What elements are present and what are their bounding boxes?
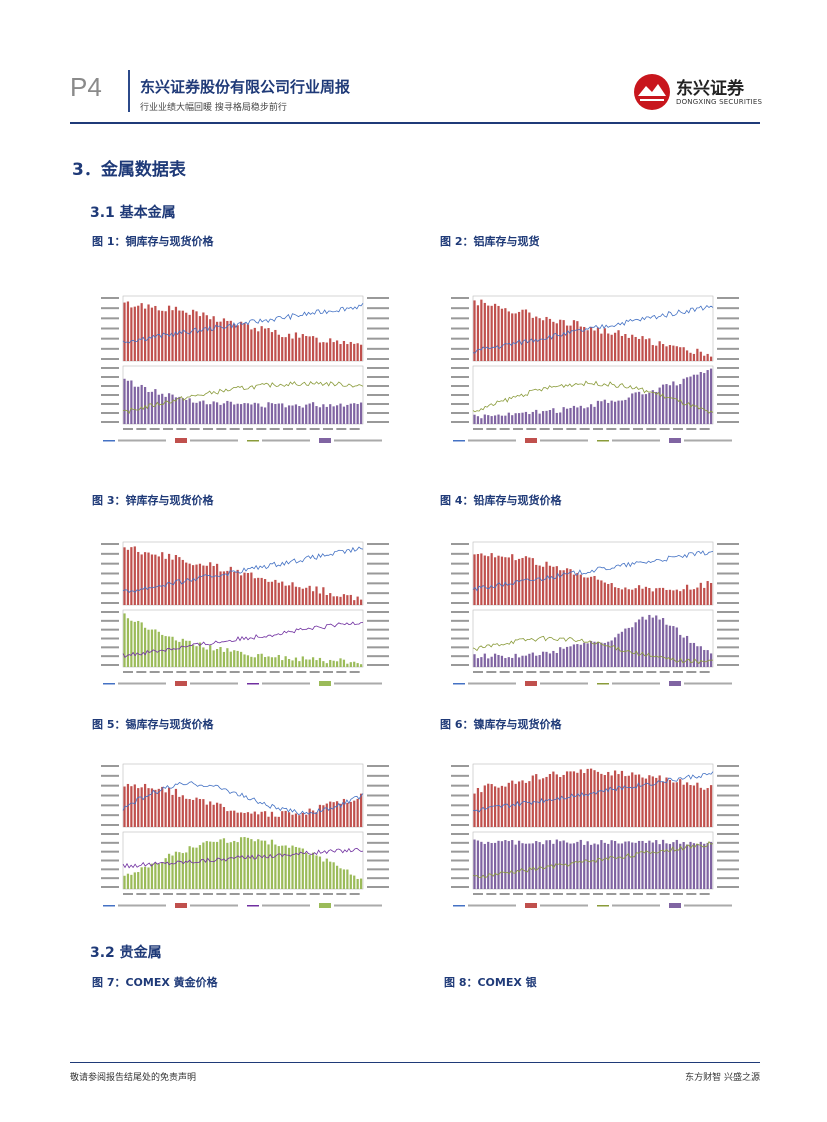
figure-4-chart-image xyxy=(445,536,745,700)
figure-caption-2: 图 2：铝库存与现货 xyxy=(440,235,540,248)
figure-caption-7: 图 7：COMEX 黄金价格 xyxy=(92,976,218,989)
figure-1-chart-image xyxy=(95,290,395,458)
figure-6-chart-image xyxy=(445,758,745,922)
figure-caption-3: 图 3：锌库存与现货价格 xyxy=(92,494,214,507)
report-subtitle: 行业业绩大幅回暖 搜寻格局稳步前行 xyxy=(140,103,287,113)
section-title: 3．金属数据表 xyxy=(72,160,186,180)
logo-emblem-icon xyxy=(634,74,670,110)
logo-text-cn: 东兴证券 xyxy=(676,79,744,99)
subsection-title-base-metals: 3.1 基本金属 xyxy=(90,205,176,221)
page-number: P4 xyxy=(70,72,102,102)
subsection-title-precious-metals: 3.2 贵金属 xyxy=(90,945,162,961)
logo-text-en: DONGXING SECURITIES xyxy=(676,98,763,106)
company-title: 东兴证券股份有限公司行业周报 xyxy=(140,78,351,96)
figure-caption-1: 图 1：铜库存与现货价格 xyxy=(92,235,214,248)
header-divider xyxy=(128,70,130,112)
figure-5-chart-image xyxy=(95,758,395,922)
footer-rule xyxy=(70,1062,760,1063)
figure-caption-6: 图 6：镍库存与现货价格 xyxy=(440,718,562,731)
figure-2-chart-image xyxy=(445,290,745,458)
figure-3-chart-image xyxy=(95,536,395,700)
header-rule xyxy=(70,122,760,124)
company-logo: 东兴证券 DONGXING SECURITIES xyxy=(632,72,763,116)
footer-slogan: 东方财智 兴盛之源 xyxy=(685,1073,760,1083)
figure-caption-5: 图 5：锡库存与现货价格 xyxy=(92,718,214,731)
footer-disclaimer: 敬请参阅报告结尾处的免责声明 xyxy=(70,1073,197,1083)
figure-caption-4: 图 4：铅库存与现货价格 xyxy=(440,494,562,507)
figure-caption-8: 图 8：COMEX 银 xyxy=(444,976,537,989)
